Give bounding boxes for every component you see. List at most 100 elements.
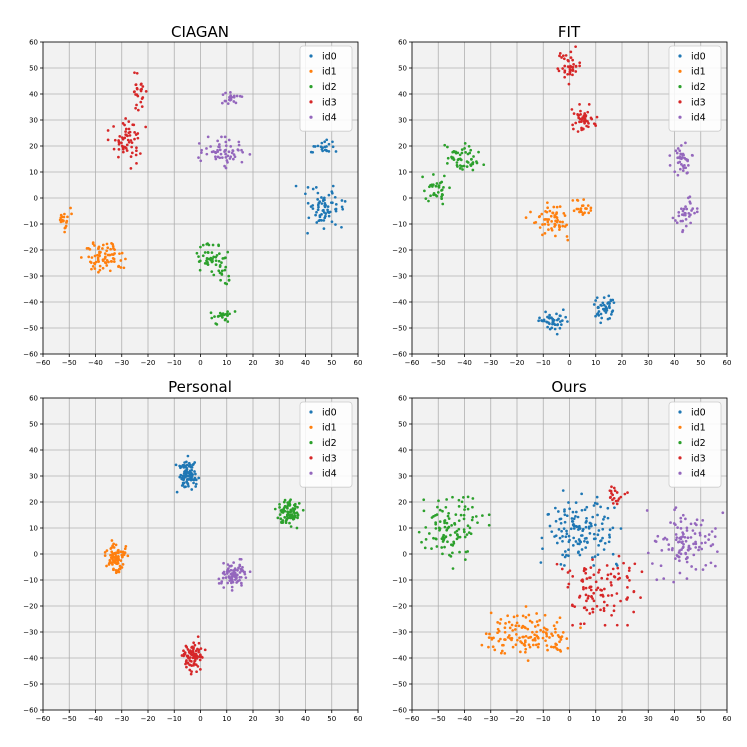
data-point-id1: [550, 220, 554, 223]
data-point-id4: [224, 152, 227, 156]
data-point-id1: [518, 636, 521, 640]
data-point-id4: [671, 547, 674, 550]
legend-marker-id1: [309, 69, 313, 73]
data-point-id3: [124, 127, 128, 131]
data-point-id2: [443, 545, 446, 549]
data-point-id1: [553, 225, 556, 228]
data-point-id3: [136, 108, 140, 112]
data-point-id3: [571, 123, 574, 127]
data-point-id1: [97, 245, 101, 249]
data-point-id4: [680, 144, 683, 147]
data-point-id1: [118, 564, 122, 568]
data-point-id2: [288, 521, 291, 525]
y-tick-label: −30: [23, 273, 38, 281]
data-point-id4: [248, 570, 252, 574]
data-point-id3: [579, 109, 582, 113]
data-point-id4: [692, 553, 696, 557]
data-point-id2: [214, 255, 218, 259]
data-point-id0: [578, 553, 582, 557]
data-point-id3: [584, 114, 588, 117]
data-point-id2: [420, 540, 423, 544]
data-point-id3: [563, 70, 567, 74]
data-point-id3: [640, 570, 644, 574]
data-point-id1: [507, 620, 511, 624]
data-point-id3: [578, 594, 582, 598]
data-point-id4: [673, 170, 677, 174]
data-point-id1: [63, 212, 66, 216]
data-point-id1: [546, 220, 550, 224]
data-point-id3: [574, 121, 578, 125]
data-point-id1: [508, 626, 512, 630]
data-point-id0: [592, 504, 596, 507]
legend-box: [299, 45, 353, 132]
x-tick-label: 30: [275, 715, 284, 723]
data-point-id4: [217, 577, 221, 581]
data-point-id1: [521, 614, 525, 618]
data-point-id1: [538, 226, 542, 229]
data-point-id4: [229, 564, 233, 568]
data-point-id3: [615, 592, 619, 595]
data-point-id2: [455, 537, 459, 541]
data-point-id0: [320, 141, 324, 145]
data-point-id3: [610, 594, 614, 597]
data-point-id3: [126, 138, 130, 142]
data-point-id0: [559, 323, 563, 326]
data-point-id3: [567, 582, 571, 586]
data-point-id1: [553, 627, 557, 631]
data-point-id3: [192, 641, 195, 645]
data-point-id3: [134, 133, 138, 136]
data-point-id3: [567, 82, 571, 86]
x-tick-label: −20: [141, 359, 156, 367]
data-point-id1: [561, 631, 565, 634]
data-point-id0: [192, 478, 196, 482]
data-point-id1: [554, 234, 557, 238]
y-tick-label: −40: [23, 655, 38, 663]
data-point-id0: [592, 537, 596, 541]
data-point-id3: [182, 649, 185, 653]
data-point-id3: [612, 609, 616, 613]
data-point-id4: [224, 156, 228, 159]
data-point-id4: [221, 101, 224, 105]
data-point-id3: [586, 596, 590, 600]
data-point-id3: [196, 635, 200, 639]
data-point-id2: [471, 515, 475, 519]
data-point-id2: [292, 509, 296, 512]
data-point-id0: [578, 539, 582, 543]
data-point-id3: [117, 142, 121, 146]
data-point-id0: [183, 485, 186, 489]
data-point-id1: [535, 630, 538, 634]
data-point-id0: [320, 202, 324, 205]
data-point-id0: [574, 540, 578, 543]
data-point-id3: [139, 83, 143, 86]
data-point-id4: [694, 567, 698, 571]
data-point-id3: [605, 603, 609, 607]
data-point-id1: [85, 246, 89, 250]
data-point-id0: [580, 492, 583, 496]
data-point-id1: [538, 214, 542, 218]
data-point-id1: [496, 627, 500, 631]
data-point-id4: [681, 209, 685, 213]
data-point-id1: [524, 216, 528, 219]
data-point-id2: [424, 526, 428, 529]
data-point-id0: [323, 198, 326, 202]
data-point-id1: [504, 622, 507, 625]
data-point-id0: [309, 205, 313, 208]
y-tick-label: 30: [398, 473, 407, 481]
data-point-id1: [535, 612, 538, 615]
data-point-id3: [558, 52, 562, 55]
data-point-id2: [215, 323, 219, 326]
data-point-id4: [691, 529, 695, 532]
data-point-id3: [185, 665, 188, 669]
x-tick-label: −20: [141, 715, 156, 723]
data-point-id0: [567, 548, 570, 552]
data-point-id1: [121, 551, 125, 555]
data-point-id4: [710, 530, 714, 533]
data-point-id0: [311, 150, 315, 154]
legend: id0 id1 id2 id3 id4: [299, 401, 353, 488]
data-point-id3: [125, 143, 129, 147]
data-point-id0: [542, 318, 546, 322]
data-point-id1: [587, 211, 591, 215]
data-point-id4: [695, 210, 699, 214]
data-point-id3: [587, 594, 590, 598]
data-point-id0: [608, 306, 611, 310]
